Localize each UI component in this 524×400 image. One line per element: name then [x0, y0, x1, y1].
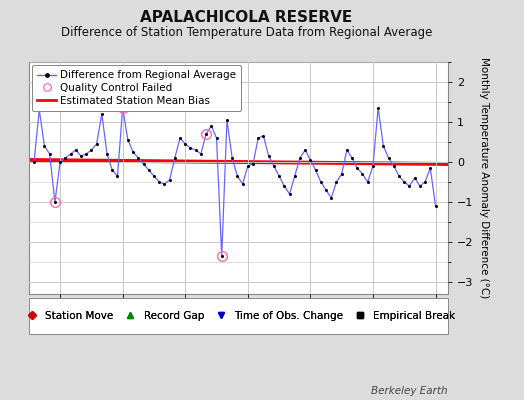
Legend: Station Move, Record Gap, Time of Obs. Change, Empirical Break: Station Move, Record Gap, Time of Obs. C…	[18, 308, 458, 324]
Text: Difference of Station Temperature Data from Regional Average: Difference of Station Temperature Data f…	[61, 26, 432, 39]
Text: APALACHICOLA RESERVE: APALACHICOLA RESERVE	[140, 10, 353, 25]
Text: Berkeley Earth: Berkeley Earth	[372, 386, 448, 396]
Y-axis label: Monthly Temperature Anomaly Difference (°C): Monthly Temperature Anomaly Difference (…	[479, 57, 489, 299]
Legend: Difference from Regional Average, Quality Control Failed, Estimated Station Mean: Difference from Regional Average, Qualit…	[32, 65, 241, 111]
FancyBboxPatch shape	[29, 298, 448, 334]
